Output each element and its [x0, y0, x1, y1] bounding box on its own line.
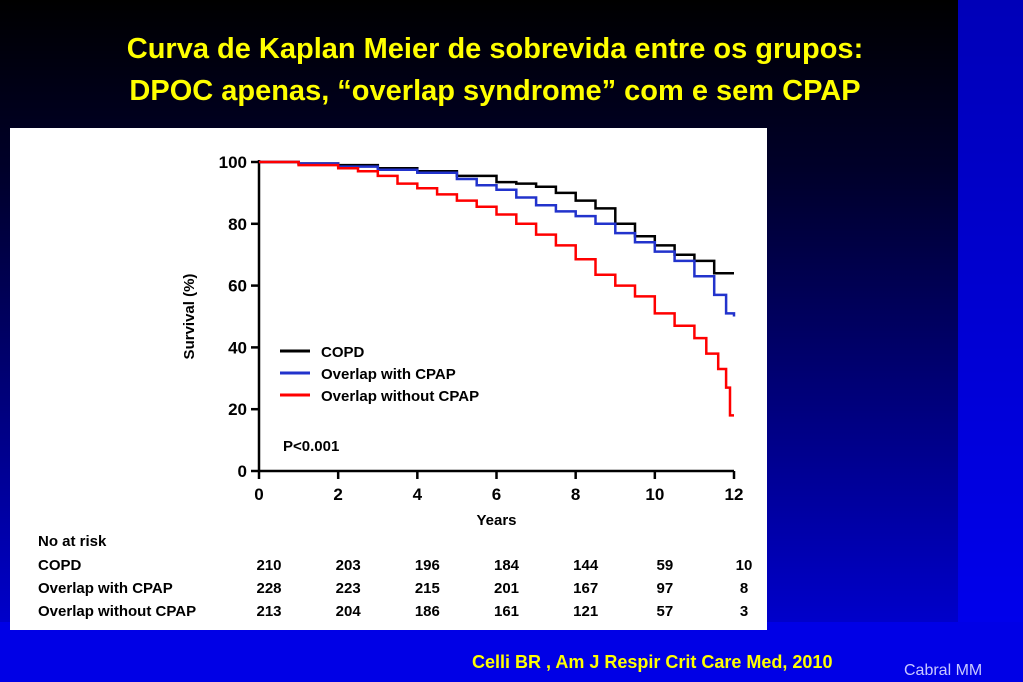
y-axis-title: Survival (%) [181, 274, 198, 360]
risk-table-cell: 228 [256, 580, 281, 597]
risk-table-cell: 144 [573, 557, 599, 574]
series-overlap-with-cpap-curve [259, 160, 736, 317]
risk-table-cell: 201 [494, 580, 519, 597]
risk-table-row-label: Overlap without CPAP [38, 603, 196, 620]
series-overlap-without-cpap-curve [259, 160, 734, 417]
x-tick-label: 2 [333, 485, 342, 504]
risk-table-cell: 10 [736, 557, 753, 574]
risk-table-cell: 215 [415, 580, 440, 597]
risk-table-row-label: Overlap with CPAP [38, 580, 173, 597]
x-tick-label: 12 [725, 485, 744, 504]
risk-table-cell: 184 [494, 557, 520, 574]
slide-title-line-1: Curva de Kaplan Meier de sobrevida entre… [126, 33, 864, 65]
risk-table-cell: 97 [656, 580, 673, 597]
y-tick-label: 20 [228, 400, 247, 419]
survival-curves [259, 160, 736, 417]
axes: 0 20 40 60 80 100 0 2 4 6 8 10 12 Years Survival (%) P<… [181, 153, 743, 529]
risk-table-cell: 3 [740, 603, 748, 620]
series-copd-curve [259, 160, 734, 275]
risk-table-cell: 167 [573, 580, 598, 597]
x-axis-title: Years [476, 512, 516, 529]
risk-table-cell: 196 [415, 557, 440, 574]
x-tick-label: 6 [492, 485, 501, 504]
risk-table-cell: 213 [256, 603, 281, 620]
x-tick-label: 4 [413, 485, 423, 504]
risk-table-cell: 204 [336, 603, 362, 620]
legend-label-overlap-without-cpap: Overlap without CPAP [321, 388, 479, 405]
risk-table-cell: 161 [494, 603, 519, 620]
x-tick-label: 10 [645, 485, 664, 504]
legend: COPD Overlap with CPAP Overlap without CPA… [280, 344, 479, 405]
y-tick-label: 100 [219, 153, 247, 172]
p-value-annotation: P<0.001 [283, 438, 339, 455]
legend-label-copd: COPD [321, 344, 365, 361]
citation: Celli BR , Am J Respir Crit Care Med, 20… [472, 652, 833, 672]
bottom-decor-band [0, 622, 1023, 682]
slide-title: Curva de Kaplan Meier de sobrevida entre… [20, 28, 970, 112]
risk-table-cell: 223 [336, 580, 361, 597]
risk-table-header: No at risk [38, 533, 107, 550]
risk-table-row-label: COPD [38, 557, 82, 574]
kaplan-meier-figure: 0 20 40 60 80 100 0 2 4 6 8 10 12 Years Survival (%) P<… [10, 128, 767, 630]
risk-table-cell: 121 [573, 603, 598, 620]
y-tick-label: 80 [228, 215, 247, 234]
y-tick-label: 60 [228, 277, 247, 296]
y-tick-label: 40 [228, 338, 247, 357]
risk-table: No at risk COPD 210 203 196 184 144 59 10 Overlap… [38, 533, 752, 620]
y-tick-label: 0 [238, 462, 247, 481]
risk-table-cell: 59 [656, 557, 673, 574]
author-credit: Cabral MM [904, 662, 983, 679]
risk-table-cell: 57 [656, 603, 673, 620]
side-decor-band [958, 0, 1023, 682]
slide-title-line-2: DPOC apenas, “overlap syndrome” com e se… [129, 75, 861, 107]
risk-table-cell: 203 [336, 557, 361, 574]
risk-table-cell: 186 [415, 603, 440, 620]
risk-table-cell: 210 [256, 557, 281, 574]
legend-label-overlap-with-cpap: Overlap with CPAP [321, 366, 456, 383]
kaplan-meier-chart: 0 20 40 60 80 100 0 2 4 6 8 10 12 Years Survival (%) P<… [38, 153, 752, 620]
x-tick-label: 8 [571, 485, 580, 504]
risk-table-cell: 8 [740, 580, 748, 597]
x-tick-label: 0 [254, 485, 263, 504]
